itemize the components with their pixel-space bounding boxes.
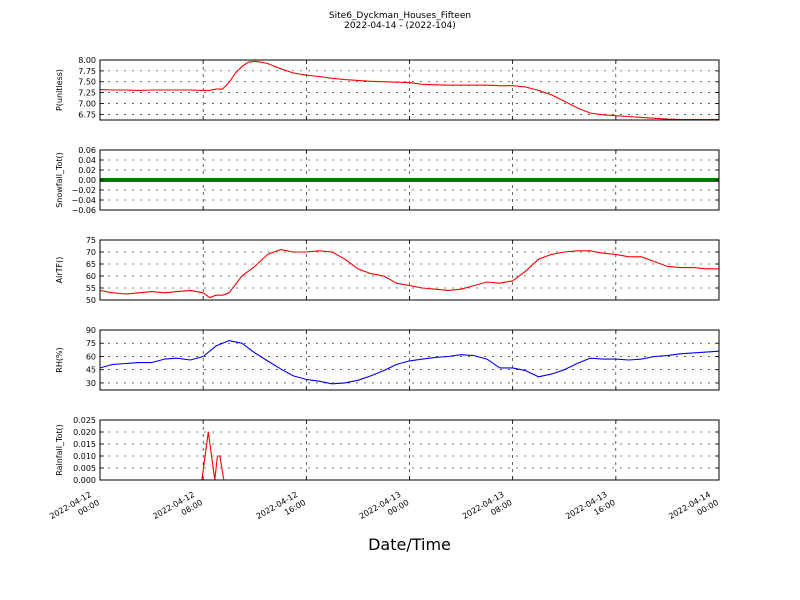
y-tick-label: −0.02 xyxy=(71,186,96,195)
y-tick-label: 45 xyxy=(86,366,96,375)
chart-title: Site6_Dyckman_Houses_Fifteen xyxy=(328,11,472,21)
y-tick-label: 0.010 xyxy=(73,452,96,461)
y-tick-label: 0.000 xyxy=(73,476,96,485)
y-tick-label: 60 xyxy=(86,272,96,281)
y-tick-label: −0.04 xyxy=(71,196,96,205)
y-tick-label: 0.02 xyxy=(78,166,96,175)
y-tick-label: 75 xyxy=(86,236,96,245)
y-tick-label: 90 xyxy=(86,326,96,335)
y-tick-label: 65 xyxy=(86,260,96,269)
y-tick-label: 7.25 xyxy=(78,89,96,98)
panel-0: 8.00 7.75 7.50 7.257.00 6.75 P(unitless) xyxy=(55,56,720,121)
panel-1: 0.060.040.020.00−0.02−0.04−0.06 Snowfall_… xyxy=(55,146,720,215)
y-axis-label: P(unitless) xyxy=(55,69,64,111)
panel-4: 0.025 0.020 0.015 0.010 0.005 0.000 Rainfall_T… xyxy=(55,416,720,485)
y-tick-label: 70 xyxy=(86,248,96,257)
y-axis-label: Rainfall_Tot() xyxy=(55,424,64,476)
y-axis-label: Snowfall_Tot() xyxy=(55,152,64,208)
y-tick-label: 0.04 xyxy=(78,156,96,165)
y-tick-label: 7.75 xyxy=(78,67,96,76)
panel-3: 90 75 60 45 30 RH(%) xyxy=(55,326,720,391)
y-tick-label: 0.005 xyxy=(73,464,96,473)
series-line xyxy=(100,60,719,120)
series-line xyxy=(100,340,719,385)
y-tick-label: 0.020 xyxy=(73,428,96,437)
y-tick-label: 0.06 xyxy=(78,146,96,155)
y-axis-label: RH(%) xyxy=(55,347,64,372)
y-tick-label: 6.75 xyxy=(78,110,96,119)
x-axis-label: Date/Time xyxy=(368,535,451,554)
y-tick-label: 0.015 xyxy=(73,440,96,449)
series-line xyxy=(100,249,719,299)
y-tick-label: 55 xyxy=(86,284,96,293)
panel-2: 75 70 65 60 55 50 AirTF() xyxy=(55,236,720,305)
y-tick-label: 0.00 xyxy=(78,176,96,185)
y-tick-label: 30 xyxy=(86,379,96,388)
y-tick-label: 8.00 xyxy=(78,56,96,65)
y-tick-label: −0.06 xyxy=(71,206,96,215)
y-tick-label: 7.00 xyxy=(78,99,96,108)
y-tick-label: 60 xyxy=(86,352,96,361)
y-tick-label: 75 xyxy=(86,339,96,348)
y-tick-label: 0.025 xyxy=(73,416,96,425)
y-tick-label: 7.50 xyxy=(78,78,96,87)
y-axis-label: AirTF() xyxy=(55,257,64,284)
series-line xyxy=(100,431,719,480)
y-tick-label: 50 xyxy=(86,296,96,305)
chart-subtitle: 2022-04-14 - (2022-104) xyxy=(344,21,456,31)
